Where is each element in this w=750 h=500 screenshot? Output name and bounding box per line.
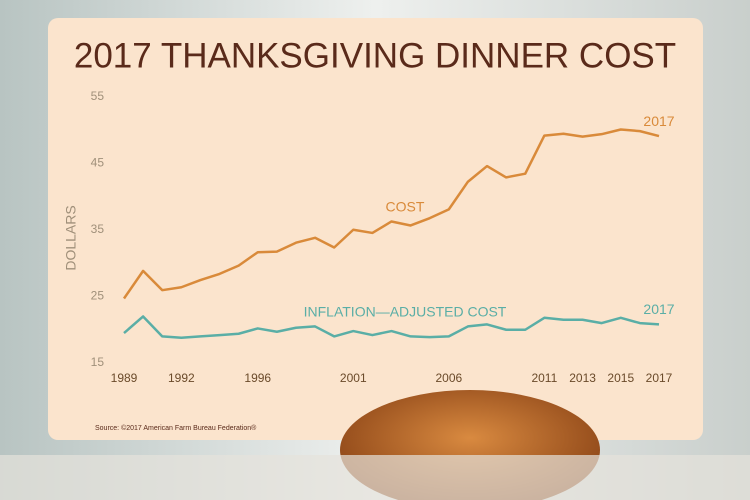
y-tick-label: 35 (91, 222, 105, 236)
x-tick-label: 1989 (111, 371, 138, 385)
x-tick-label: 2013 (569, 371, 596, 385)
chart-title: 2017 THANKSGIVING DINNER COST (74, 36, 676, 75)
x-tick-label: 2006 (435, 371, 462, 385)
y-tick-label: 15 (91, 355, 105, 369)
x-tick-label: 1996 (244, 371, 271, 385)
y-tick-label: 45 (91, 156, 105, 170)
x-tick-label: 2017 (646, 371, 673, 385)
line-series (122, 128, 660, 300)
x-tick-label: 2011 (531, 371, 557, 385)
x-tick-label: 2001 (340, 371, 367, 385)
x-tick-label: 2015 (607, 371, 634, 385)
x-tick-label: 1992 (168, 371, 195, 385)
panel (48, 18, 703, 440)
y-tick-label: 55 (91, 89, 105, 103)
y-axis-label: DOLLARS (63, 205, 79, 270)
end-label: 2017 (643, 301, 674, 317)
y-tick-label: 25 (91, 289, 105, 303)
series-label: COST (386, 199, 425, 215)
source: Source: ©2017 American Farm Bureau Feder… (95, 424, 257, 432)
end-label: 2017 (643, 113, 674, 129)
line-series (123, 315, 660, 339)
series-label: INFLATION—ADJUSTED COST (304, 304, 507, 320)
table-image (0, 455, 750, 500)
